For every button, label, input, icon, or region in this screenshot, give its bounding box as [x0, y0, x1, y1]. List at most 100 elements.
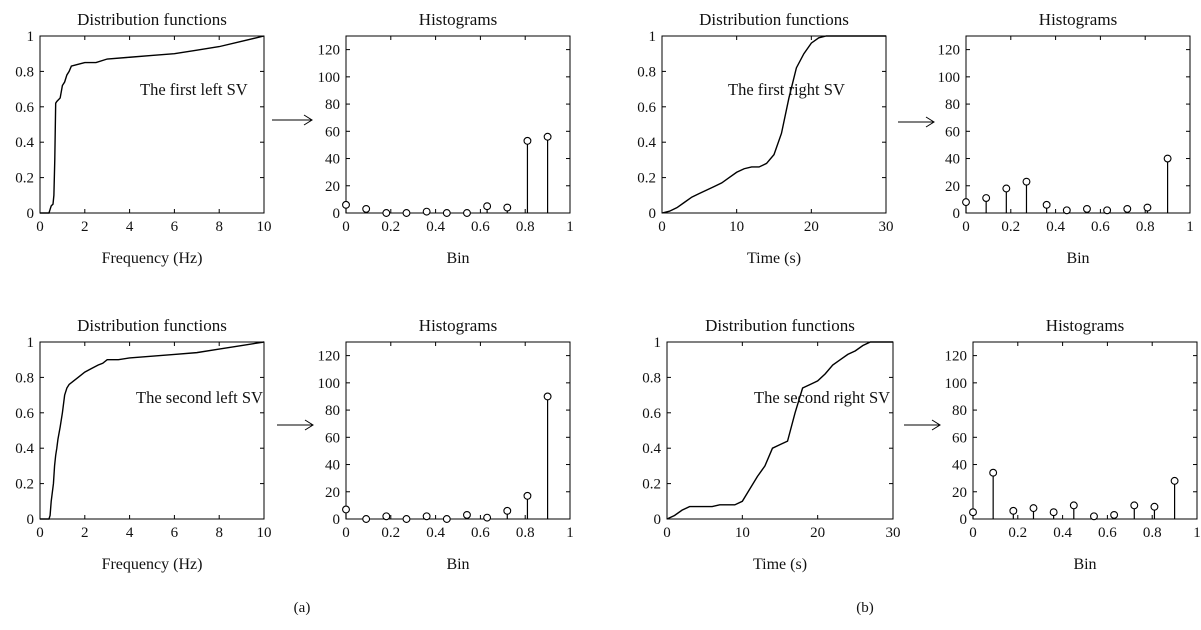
- cdf-line: [661, 35, 886, 214]
- chart-title: Distribution functions: [77, 316, 227, 335]
- x-axis-label: Bin: [446, 556, 469, 573]
- stem-marker: [342, 200, 350, 209]
- y-tick-label: 0: [960, 512, 968, 528]
- stem-marker: [503, 203, 512, 212]
- x-tick-label: 0: [962, 219, 970, 235]
- x-tick-label: 1: [1186, 219, 1194, 235]
- y-tick-label: 20: [325, 485, 340, 501]
- y-tick-label: 40: [325, 458, 340, 474]
- plot-frame: [965, 35, 1191, 214]
- panel-label-a: (a): [294, 600, 311, 616]
- arrow-head-icon: [925, 116, 935, 128]
- y-tick-label: 0.8: [15, 370, 34, 386]
- y-tick-label: 0.4: [15, 135, 34, 151]
- stem-marker: [523, 136, 532, 145]
- chart-title: Histograms: [1046, 316, 1124, 335]
- y-tick-label: 80: [945, 97, 960, 113]
- stem-marker: [442, 515, 451, 523]
- y-tick-label: 0.6: [15, 406, 34, 422]
- x-tick-label: 0: [342, 219, 350, 235]
- x-tick-label: 1: [566, 219, 574, 235]
- stem-marker: [1150, 502, 1159, 511]
- y-tick-label: 0.8: [637, 64, 656, 80]
- x-tick-label: 0.2: [381, 219, 400, 235]
- stem-marker: [1170, 476, 1179, 485]
- stem-marker: [1009, 506, 1018, 515]
- x-tick-label: 0: [36, 525, 44, 541]
- x-tick-label: 1: [566, 525, 574, 541]
- y-tick-label: 0.6: [642, 406, 661, 422]
- x-axis-label: Time (s): [747, 250, 801, 267]
- y-tick-label: 100: [318, 376, 341, 392]
- x-tick-label: 0.6: [1091, 219, 1110, 235]
- x-tick-label: 8: [215, 219, 223, 235]
- y-tick-label: 80: [325, 403, 340, 419]
- cdf-line: [40, 341, 265, 520]
- stem-marker: [402, 209, 411, 217]
- y-tick-label: 1: [649, 29, 657, 45]
- stem-marker: [1090, 512, 1098, 521]
- y-tick-label: 0.6: [637, 100, 656, 116]
- stem-marker: [382, 512, 391, 521]
- y-tick-label: 60: [945, 124, 960, 140]
- stem-marker: [1002, 184, 1011, 193]
- y-tick-label: 0.4: [637, 135, 656, 151]
- panel-a-hist-2: 0 0.2 0.4 0.6 0.8 1 0 20 40 60 80 100 120 Histograms B…: [318, 316, 574, 573]
- x-tick-label: 10: [257, 219, 272, 235]
- x-tick-label: 2: [81, 525, 89, 541]
- x-tick-label: 0.8: [516, 219, 535, 235]
- chart-title: Histograms: [419, 10, 497, 29]
- x-tick-label: 0.2: [1008, 525, 1027, 541]
- y-tick-label: 20: [945, 179, 960, 195]
- y-tick-label: 0: [953, 206, 961, 222]
- stem-marker: [442, 209, 451, 217]
- arrow-head-icon: [931, 419, 941, 431]
- chart-title: Histograms: [1039, 10, 1117, 29]
- y-tick-label: 20: [325, 179, 340, 195]
- arrows: [272, 114, 941, 431]
- panel-b-hist-1: 0 0.2 0.4 0.6 0.8 1 0 20 40 60 80 100 120 Histograms B…: [938, 10, 1194, 267]
- stem-marker: [422, 512, 431, 521]
- stem-marker: [1123, 204, 1132, 213]
- x-tick-label: 0: [342, 525, 350, 541]
- x-tick-label: 0.2: [1001, 219, 1020, 235]
- x-axis-label: Time (s): [753, 556, 807, 573]
- stem-marker: [1062, 206, 1071, 215]
- stem-marker: [483, 202, 492, 211]
- plot-frame: [39, 341, 265, 520]
- stem-marker: [1083, 204, 1091, 213]
- x-tick-label: 0.8: [1136, 219, 1155, 235]
- y-tick-label: 0.2: [15, 477, 34, 493]
- y-tick-label: 0: [333, 206, 341, 222]
- stem-marker: [1042, 200, 1051, 209]
- y-tick-label: 0.4: [15, 441, 34, 457]
- y-tick-label: 100: [938, 70, 961, 86]
- x-axis-label: Frequency (Hz): [102, 250, 203, 267]
- x-tick-label: 6: [171, 219, 179, 235]
- stem-marker: [543, 132, 552, 141]
- x-tick-label: 4: [126, 219, 134, 235]
- x-tick-label: 0.2: [381, 525, 400, 541]
- x-tick-label: 0.4: [426, 525, 445, 541]
- plot-frame: [39, 35, 265, 214]
- stem-marker: [1110, 510, 1119, 519]
- y-tick-label: 120: [318, 43, 341, 59]
- x-tick-label: 30: [886, 525, 901, 541]
- stem-marker: [1029, 504, 1038, 513]
- stem-marker: [463, 209, 471, 217]
- x-tick-label: 0.4: [1046, 219, 1065, 235]
- y-tick-label: 1: [27, 335, 35, 351]
- y-tick-label: 120: [945, 349, 968, 365]
- stem-marker: [1163, 154, 1172, 163]
- x-tick-label: 10: [729, 219, 744, 235]
- y-tick-label: 0.2: [642, 477, 661, 493]
- x-tick-label: 2: [81, 219, 89, 235]
- y-tick-label: 120: [938, 43, 961, 59]
- curve-annotation: The first right SV: [728, 80, 845, 99]
- chart-title: Distribution functions: [705, 316, 855, 335]
- x-tick-label: 10: [257, 525, 272, 541]
- x-tick-label: 4: [126, 525, 134, 541]
- arrow-head-icon: [303, 114, 313, 126]
- y-tick-label: 80: [952, 403, 967, 419]
